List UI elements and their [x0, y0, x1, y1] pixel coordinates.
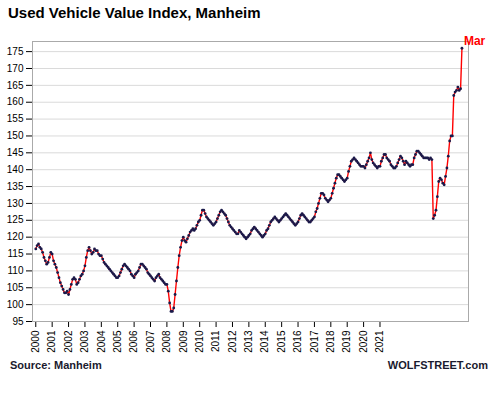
svg-text:2017: 2017: [309, 330, 320, 353]
svg-text:2007: 2007: [145, 330, 156, 353]
svg-text:2018: 2018: [325, 330, 336, 353]
svg-text:2014: 2014: [259, 330, 270, 353]
svg-text:2013: 2013: [243, 330, 254, 353]
svg-text:165: 165: [7, 80, 24, 91]
svg-text:2008: 2008: [161, 330, 172, 353]
svg-text:130: 130: [7, 198, 24, 209]
svg-text:145: 145: [7, 147, 24, 158]
svg-text:105: 105: [7, 282, 24, 293]
svg-text:2005: 2005: [112, 330, 123, 353]
svg-text:2009: 2009: [177, 330, 188, 353]
svg-text:2006: 2006: [128, 330, 139, 353]
svg-text:2015: 2015: [276, 330, 287, 353]
svg-text:95: 95: [12, 316, 24, 327]
svg-text:160: 160: [7, 96, 24, 107]
svg-text:2010: 2010: [194, 330, 205, 353]
svg-text:135: 135: [7, 181, 24, 192]
svg-text:2016: 2016: [292, 330, 303, 353]
svg-text:2003: 2003: [79, 330, 90, 353]
svg-text:120: 120: [7, 231, 24, 242]
svg-text:2021: 2021: [374, 330, 385, 353]
svg-text:Mar: Mar: [464, 34, 486, 48]
svg-text:125: 125: [7, 214, 24, 225]
svg-text:100: 100: [7, 299, 24, 310]
html-text:Used Vehicle Value Index, Manh: Used Vehicle Value Index, Manheim: [8, 4, 261, 21]
svg-text:2012: 2012: [227, 330, 238, 353]
svg-text:115: 115: [8, 248, 24, 259]
svg-text:2000: 2000: [30, 330, 41, 353]
svg-text:2004: 2004: [96, 330, 107, 353]
svg-text:2020: 2020: [358, 330, 369, 353]
svg-text:2002: 2002: [63, 330, 74, 353]
html-text:Source: Manheim: Source: Manheim: [10, 359, 102, 371]
svg-text:170: 170: [7, 63, 24, 74]
svg-text:155: 155: [7, 113, 24, 124]
svg-text:2019: 2019: [341, 330, 352, 353]
svg-text:150: 150: [7, 130, 24, 141]
svg-text:175: 175: [7, 46, 24, 57]
svg-text:110: 110: [8, 265, 24, 276]
svg-text:140: 140: [7, 164, 24, 175]
html-text:WOLFSTREET.com: WOLFSTREET.com: [387, 359, 488, 371]
svg-text:2011: 2011: [210, 330, 221, 352]
svg-text:2001: 2001: [46, 330, 57, 353]
